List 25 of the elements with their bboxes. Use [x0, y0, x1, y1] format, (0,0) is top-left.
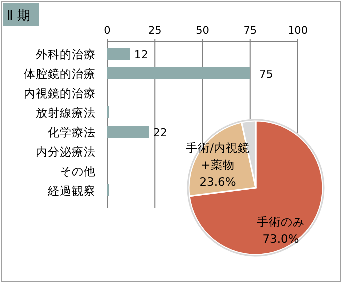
x-tick-label: 0	[104, 25, 111, 37]
x-tick-label: 100	[288, 25, 308, 37]
y-tick-label: その他	[60, 164, 96, 178]
data-label: 73.0%	[262, 232, 300, 246]
data-label: 75	[259, 68, 274, 81]
data-label: 23.6%	[200, 175, 236, 189]
y-tick-label: 内視鏡的治療	[24, 86, 96, 100]
y-tick-label: 内分泌療法	[36, 145, 96, 159]
y-tick-label: 放射線療法	[36, 106, 96, 120]
chart-title: Ⅱ 期	[7, 9, 31, 24]
title: Ⅱ 期	[3, 3, 39, 26]
x-tick-label: 25	[148, 25, 162, 37]
bar	[108, 126, 150, 138]
y-tick-label: 経過観察	[47, 184, 96, 198]
y-tick-label: 化学療法	[48, 126, 96, 140]
bar	[108, 68, 250, 80]
y-tick-label: 外科的治療	[36, 48, 96, 62]
slice-label: 手術のみ	[257, 215, 305, 229]
x-tick-label: 75	[244, 25, 258, 37]
x-tick-label: 50	[196, 25, 210, 37]
data-label: 12	[134, 48, 148, 62]
bar	[108, 48, 130, 60]
data-label: 22	[153, 126, 168, 140]
y-tick-label: 体腔鏡的治療	[24, 67, 96, 81]
slice-label: 手術/内視鏡 +薬物	[186, 141, 250, 172]
